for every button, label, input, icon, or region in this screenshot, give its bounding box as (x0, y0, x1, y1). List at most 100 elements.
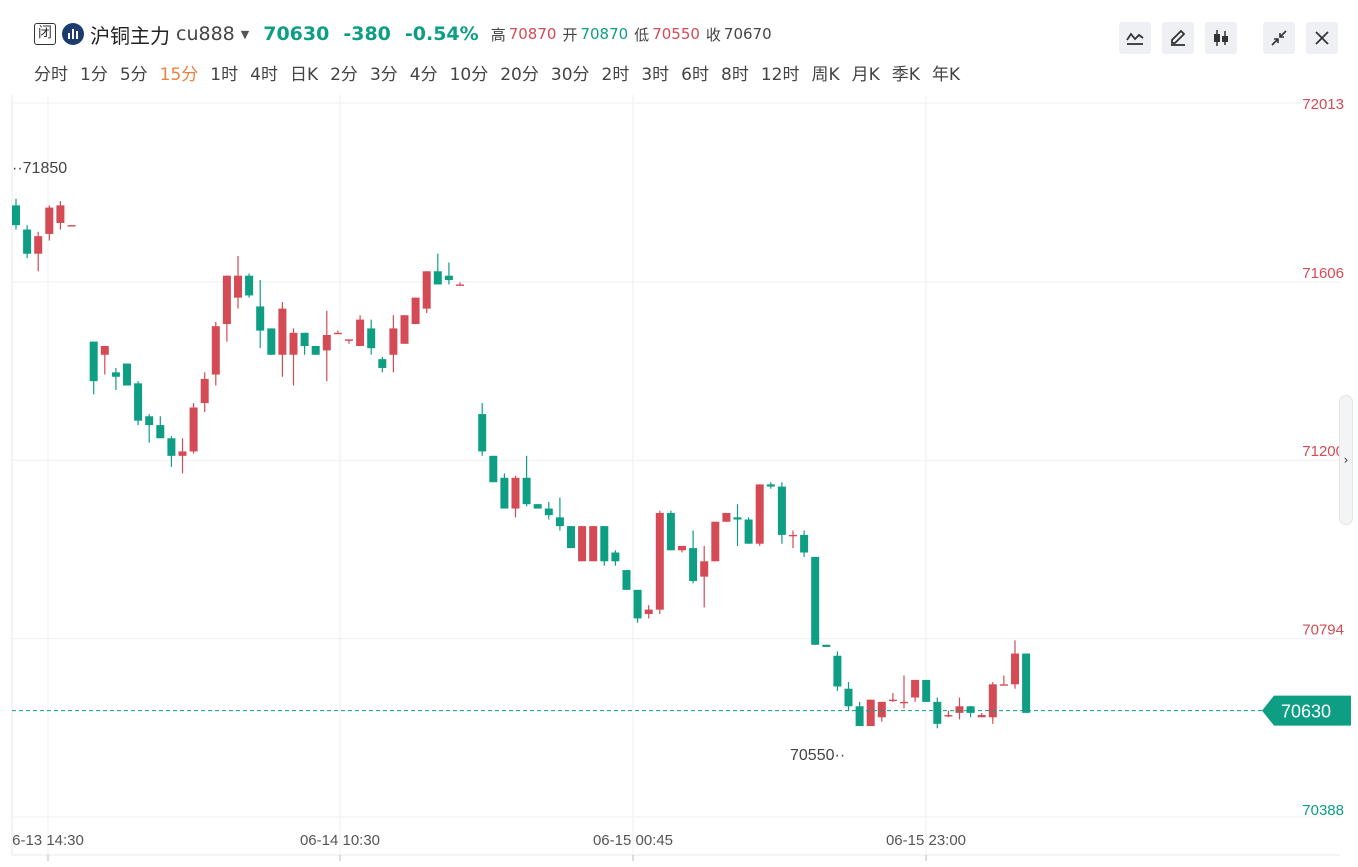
candle-body (167, 438, 176, 456)
shrink-icon[interactable] (1263, 22, 1295, 54)
symbol-code[interactable]: cu888 (176, 23, 235, 45)
candle-body (578, 526, 587, 562)
candle-body (45, 207, 54, 234)
symbol-name[interactable]: 沪铜主力 (90, 23, 170, 48)
candle-body (700, 561, 709, 577)
chevron-down-icon[interactable]: ▼ (240, 27, 250, 41)
candle-body (622, 570, 631, 590)
candle-body (944, 715, 953, 717)
close-label: 收 (705, 25, 721, 44)
candle-body (156, 425, 165, 439)
candle-body (888, 699, 897, 702)
period-tabs: 分时 1分 5分 15分 1时 4时 日K 2分 3分 4分 10分 20分 30分 2时 3时 6时 8时 12… (34, 60, 972, 85)
title-row: 闭 沪铜主力 cu888 ▼ 70630 -380 -0.54% 高 70870… (34, 20, 778, 48)
candle-body (56, 205, 65, 223)
max-price-label: ··71850 (12, 160, 67, 177)
tab-period-11[interactable]: 20分 (500, 65, 539, 85)
candle-body (822, 644, 831, 647)
candle-body (134, 383, 143, 421)
candle-body (511, 477, 520, 509)
scroll-handle[interactable]: › (1339, 395, 1353, 525)
candle-body (444, 275, 453, 281)
x-tick-label: 06-15 00:45 (593, 832, 673, 849)
candle-body (744, 519, 753, 544)
close-value: 70670 (723, 25, 772, 43)
candle-body (666, 512, 675, 551)
candle-body (322, 334, 331, 351)
y-tick-label: 71200 (1302, 443, 1344, 460)
candle-body (833, 655, 842, 687)
candle-body (977, 715, 986, 718)
candle-body (123, 363, 131, 386)
candle-body (422, 271, 431, 309)
candle-body (200, 378, 209, 404)
high-value: 70870 (508, 25, 557, 43)
toolbar (1108, 22, 1338, 54)
tab-period-16[interactable]: 8时 (721, 65, 749, 85)
candle-body (356, 319, 365, 346)
candle-body (633, 589, 642, 619)
tab-period-7[interactable]: 2分 (330, 65, 358, 85)
line-style-icon[interactable] (1119, 22, 1151, 54)
candle-body (955, 706, 964, 713)
candle-body (855, 706, 864, 727)
tab-period-0[interactable]: 分时 (34, 65, 68, 85)
candle-body (500, 477, 509, 509)
tab-period-13[interactable]: 2时 (601, 65, 630, 85)
tab-period-8[interactable]: 3分 (369, 65, 398, 85)
tab-period-21[interactable]: 年K (931, 65, 961, 85)
candle-body (278, 308, 287, 355)
low-value: 70550 (652, 25, 700, 43)
candlestick-chart[interactable]: 72013 71606 71200 70794 70388 6-13 14:30 06-14… (0, 95, 1358, 867)
candle-body (178, 451, 187, 456)
candle-body (544, 508, 553, 516)
x-tick-label: 06-15 23:00 (886, 832, 966, 849)
candle-body (589, 526, 598, 562)
candle-body (988, 684, 997, 718)
candle-style-icon[interactable] (1205, 22, 1237, 54)
candle-body (289, 332, 298, 355)
tab-period-19[interactable]: 月K (851, 65, 880, 85)
bars-icon (62, 23, 84, 45)
tab-period-12[interactable]: 30分 (550, 65, 590, 85)
candle-body (333, 332, 342, 335)
tab-period-20[interactable]: 季K (891, 65, 920, 85)
tab-period-6[interactable]: 日K (289, 65, 319, 85)
candle-body (456, 284, 464, 286)
close-icon[interactable] (1306, 22, 1338, 54)
tab-period-10[interactable]: 10分 (449, 65, 489, 85)
candle-body (755, 484, 764, 544)
price-change-pct: -0.54% (404, 23, 479, 45)
last-price-tag-label: 70630 (1281, 702, 1331, 722)
candle-body (34, 236, 43, 254)
candle-body (367, 328, 376, 349)
candle-body (911, 679, 920, 698)
candle-body (89, 341, 98, 382)
y-tick-label: 70388 (1302, 802, 1344, 819)
candle-body (733, 517, 742, 520)
tab-period-15[interactable]: 6时 (681, 65, 709, 85)
tab-period-3[interactable]: 15分 (159, 65, 199, 85)
candle-body (189, 407, 198, 452)
tab-period-17[interactable]: 12时 (760, 65, 800, 85)
draw-pen-icon[interactable] (1162, 22, 1194, 54)
tab-period-4[interactable]: 1时 (210, 65, 239, 85)
tab-period-18[interactable]: 周K (811, 65, 840, 85)
tab-period-14[interactable]: 3时 (641, 65, 670, 85)
candle-body (378, 359, 387, 368)
candle-body (611, 552, 620, 562)
candle-body (533, 504, 542, 509)
candle-body (900, 701, 908, 704)
candle-body (411, 297, 420, 325)
candle-body (766, 484, 775, 487)
candle-body (389, 328, 398, 355)
candle-body (644, 609, 653, 615)
low-label: 低 (634, 25, 650, 44)
candle-body (1011, 653, 1019, 685)
y-tick-label: 71606 (1302, 265, 1344, 282)
tab-period-1[interactable]: 1分 (80, 65, 108, 85)
candle-body (844, 688, 853, 707)
tab-period-9[interactable]: 4分 (409, 65, 438, 85)
tab-period-2[interactable]: 5分 (119, 65, 148, 85)
tab-period-5[interactable]: 4时 (250, 65, 278, 85)
